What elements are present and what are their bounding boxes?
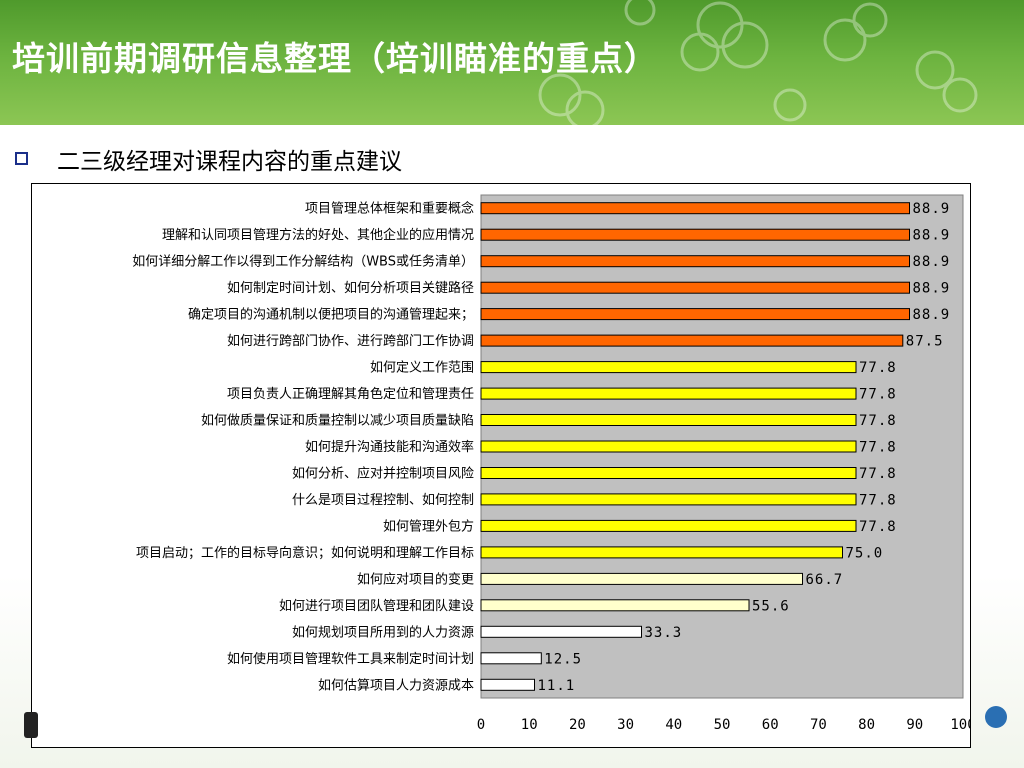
- bar: [480, 228, 910, 241]
- bar: [480, 519, 857, 532]
- x-tick-label: 10: [521, 717, 538, 733]
- value-label: 66.7: [806, 572, 844, 588]
- horizontal-bar-chart: 项目管理总体框架和重要概念 88.9 理解和认同项目管理方法的好处、其他企业的应用情…: [132, 194, 976, 733]
- value-label: 12.5: [544, 651, 582, 667]
- value-label: 11.1: [538, 678, 576, 694]
- left-logo-icon: [24, 712, 38, 738]
- page-title: 培训前期调研信息整理（培训瞄准的重点）: [12, 39, 658, 78]
- value-label: 77.8: [859, 413, 897, 429]
- bar: [480, 572, 803, 585]
- bullet-text: 二三级经理对课程内容的重点建议: [57, 149, 402, 175]
- category-label: 如何制定时间计划、如何分析项目关键路径: [227, 280, 474, 296]
- category-label: 如何提升沟通技能和沟通效率: [305, 439, 474, 455]
- category-label: 如何使用项目管理软件工具来制定时间计划: [227, 651, 474, 667]
- category-label: 如何估算项目人力资源成本: [318, 677, 474, 693]
- value-label: 77.8: [859, 387, 897, 403]
- x-tick-label: 100: [950, 717, 970, 733]
- bar: [480, 308, 910, 321]
- bar: [480, 678, 535, 691]
- category-label: 项目负责人正确理解其角色定位和管理责任: [227, 386, 474, 402]
- bar: [480, 334, 904, 347]
- category-label: 理解和认同项目管理方法的好处、其他企业的应用情况: [162, 227, 474, 243]
- category-label: 如何进行跨部门协作、进行跨部门工作协调: [227, 333, 474, 349]
- category-label: 确定项目的沟通机制以便把项目的沟通管理起来；: [188, 307, 474, 323]
- category-label: 如何详细分解工作以得到工作分解结构（WBS或任务清单）: [132, 254, 474, 270]
- category-label: 如何做质量保证和质量控制以减少项目质量缺陷: [201, 413, 474, 429]
- x-tick-label: 20: [569, 717, 586, 733]
- value-label: 77.8: [859, 440, 897, 456]
- bar: [480, 440, 857, 453]
- bar: [480, 467, 857, 479]
- value-label: 75.0: [846, 545, 884, 561]
- bar: [480, 414, 857, 426]
- category-label: 项目启动；工作的目标导向意识；如何说明和理解工作目标: [136, 545, 474, 561]
- x-tick-label: 70: [810, 717, 827, 733]
- x-tick-label: 80: [858, 717, 875, 733]
- bar: [480, 599, 750, 612]
- value-label: 55.6: [752, 598, 790, 614]
- right-logo-icon: [985, 706, 1007, 728]
- value-label: 77.8: [859, 466, 897, 482]
- bar: [480, 652, 542, 665]
- bar: [480, 361, 857, 374]
- bar: [480, 281, 910, 294]
- category-label: 什么是项目过程控制、如何控制: [292, 492, 474, 508]
- clover-decoration-icon: [538, 0, 978, 125]
- bar: [480, 202, 910, 215]
- x-tick-label: 90: [906, 717, 923, 733]
- bar: [480, 255, 910, 268]
- bar: [480, 493, 857, 506]
- x-tick-label: 40: [665, 717, 682, 733]
- value-label: 87.5: [906, 334, 944, 350]
- square-bullet-icon: [15, 152, 28, 165]
- bar: [480, 546, 843, 559]
- x-tick-label: 0: [477, 717, 485, 733]
- value-label: 77.8: [859, 519, 897, 535]
- value-label: 88.9: [913, 307, 951, 323]
- category-label: 如何分析、应对并控制项目风险: [292, 466, 474, 482]
- category-label: 项目管理总体框架和重要概念: [305, 201, 474, 217]
- value-label: 77.8: [859, 492, 897, 508]
- title-banner: 培训前期调研信息整理（培训瞄准的重点）: [0, 0, 1024, 125]
- x-tick-label: 60: [762, 717, 779, 733]
- value-label: 88.9: [913, 254, 951, 270]
- value-label: 88.9: [913, 201, 951, 217]
- category-label: 如何定义工作范围: [370, 360, 474, 376]
- bar: [480, 387, 857, 400]
- x-tick-label: 30: [617, 717, 634, 733]
- value-label: 33.3: [645, 625, 683, 641]
- category-label: 如何规划项目所用到的人力资源: [292, 624, 474, 640]
- value-label: 88.9: [913, 228, 951, 244]
- category-label: 如何管理外包方: [383, 518, 474, 534]
- bar: [480, 625, 642, 638]
- category-label: 如何应对项目的变更: [357, 571, 474, 587]
- chart-frame: 项目管理总体框架和重要概念 88.9 理解和认同项目管理方法的好处、其他企业的应用情…: [31, 183, 976, 748]
- x-tick-label: 50: [714, 717, 731, 733]
- category-label: 如何进行项目团队管理和团队建设: [279, 598, 474, 614]
- value-label: 77.8: [859, 360, 897, 376]
- value-label: 88.9: [913, 281, 951, 297]
